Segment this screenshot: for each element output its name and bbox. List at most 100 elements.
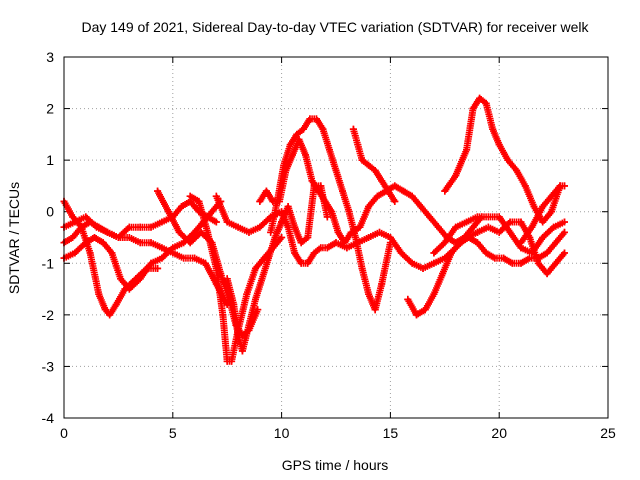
data-point: [484, 223, 492, 231]
data-point: [408, 192, 416, 200]
data-point: [323, 213, 331, 221]
series-track-11: [278, 182, 331, 247]
data-point: [178, 203, 186, 211]
data-point: [186, 192, 194, 200]
data-point: [82, 239, 90, 247]
data-point: [302, 151, 310, 159]
data-point: [271, 234, 279, 241]
data-point: [256, 223, 264, 231]
data-point: [310, 182, 318, 190]
data-point: [365, 290, 373, 298]
data-point: [136, 223, 144, 231]
data-point: [275, 197, 283, 205]
x-axis-label: GPS time / hours: [282, 457, 389, 473]
data-point: [473, 228, 481, 236]
data-point: [288, 151, 296, 159]
data-point: [90, 234, 98, 241]
data-point: [164, 208, 172, 216]
data-point: [223, 275, 231, 283]
data-point: [345, 208, 353, 216]
y-tick-label: 2: [46, 101, 54, 117]
data-point: [560, 218, 568, 226]
data-point: [201, 259, 209, 267]
data-point: [256, 197, 264, 205]
data-point: [539, 203, 547, 211]
data-point: [293, 130, 301, 138]
data-point: [284, 203, 292, 211]
data-point: [397, 249, 405, 257]
data-point: [251, 295, 259, 303]
data-point: [495, 141, 503, 149]
series-track-7: [223, 218, 286, 355]
data-point: [560, 249, 568, 257]
data-point: [136, 275, 144, 283]
data-point: [154, 264, 162, 272]
data-point: [517, 218, 525, 226]
data-point: [452, 172, 460, 180]
data-point: [180, 254, 188, 262]
data-point: [528, 223, 536, 231]
data-point: [419, 264, 427, 272]
data-point: [267, 228, 275, 236]
data-point: [71, 249, 79, 257]
data-point: [476, 94, 484, 102]
data-point: [373, 192, 381, 200]
data-point: [71, 218, 79, 226]
data-point: [332, 239, 340, 247]
data-point: [101, 306, 109, 314]
marker-trail: [60, 197, 162, 319]
data-point: [495, 213, 503, 221]
data-point: [306, 115, 314, 123]
y-tick-label: -2: [42, 307, 55, 323]
marker-trail: [223, 218, 286, 355]
data-point: [95, 290, 103, 298]
data-point: [154, 187, 162, 195]
x-tick-label: 10: [274, 425, 290, 441]
data-point: [365, 203, 373, 211]
x-tick-label: 25: [600, 425, 616, 441]
data-point: [489, 125, 497, 133]
data-point: [319, 125, 327, 133]
data-point: [195, 197, 203, 205]
data-point: [408, 259, 416, 267]
data-point: [291, 249, 299, 257]
marker-trail: [349, 125, 399, 205]
data-point: [560, 228, 568, 236]
data-point: [441, 187, 449, 195]
data-point: [312, 115, 320, 123]
data-point: [299, 125, 307, 133]
x-tick-label: 5: [169, 425, 177, 441]
data-point: [323, 244, 331, 252]
data-point: [223, 218, 231, 226]
data-point: [136, 239, 144, 247]
data-point: [125, 285, 133, 293]
data-point: [212, 264, 220, 272]
data-point: [352, 234, 360, 241]
data-point: [245, 228, 253, 236]
data-point: [258, 275, 266, 283]
data-point: [147, 239, 155, 247]
data-point: [169, 249, 177, 257]
data-point: [391, 182, 399, 190]
data-point: [125, 223, 133, 231]
data-point: [234, 223, 242, 231]
data-point: [371, 306, 379, 314]
data-point: [452, 223, 460, 231]
data-point: [230, 301, 238, 309]
data-point: [504, 156, 512, 164]
data-point: [297, 259, 305, 267]
data-point: [251, 264, 259, 272]
data-point: [114, 234, 122, 241]
data-point: [365, 234, 373, 241]
data-point: [517, 259, 525, 267]
data-point: [560, 182, 568, 190]
y-tick-label: -1: [42, 255, 55, 271]
data-point: [191, 254, 199, 262]
data-point: [439, 270, 447, 278]
series-track-17: [517, 182, 568, 247]
data-point: [158, 254, 166, 262]
data-point: [278, 234, 286, 241]
data-point: [262, 187, 270, 195]
data-point: [456, 239, 464, 247]
data-point: [86, 249, 94, 257]
